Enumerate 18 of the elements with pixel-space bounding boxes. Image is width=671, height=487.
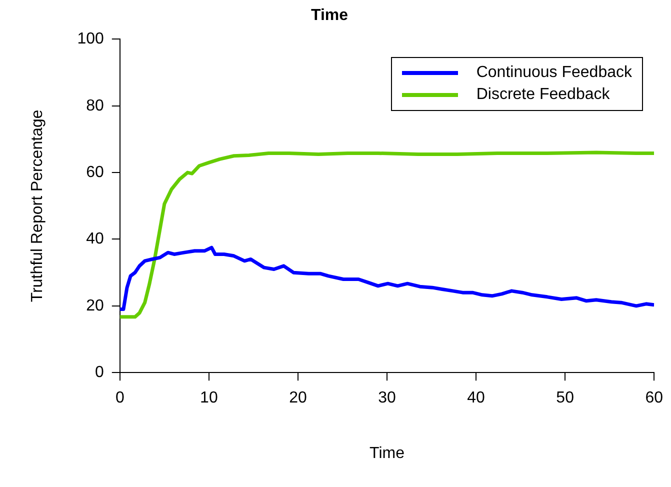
chart-title: Time bbox=[310, 7, 348, 24]
y-tick-label: 0 bbox=[94, 364, 104, 382]
x-tick-label: 40 bbox=[467, 390, 486, 407]
legend-label: Discrete Feedback bbox=[476, 86, 610, 104]
x-tick-label: 10 bbox=[200, 390, 218, 407]
y-axis-title: Truthful Report Percentage bbox=[29, 110, 46, 302]
x-tick-label: 30 bbox=[378, 390, 396, 407]
y-tick-label: 80 bbox=[86, 97, 104, 114]
x-tick-label: 50 bbox=[556, 390, 574, 407]
y-tick-label: 60 bbox=[86, 164, 104, 181]
y-tick-label: 100 bbox=[77, 30, 104, 48]
y-tick-label: 20 bbox=[86, 297, 104, 314]
x-tick-label: 20 bbox=[289, 390, 307, 407]
x-tick-label: 0 bbox=[115, 390, 124, 407]
y-tick-label: 40 bbox=[86, 230, 104, 248]
legend-label: Continuous Feedback bbox=[476, 64, 632, 82]
x-axis-title: Time bbox=[370, 444, 405, 462]
x-tick-label: 60 bbox=[645, 390, 664, 407]
